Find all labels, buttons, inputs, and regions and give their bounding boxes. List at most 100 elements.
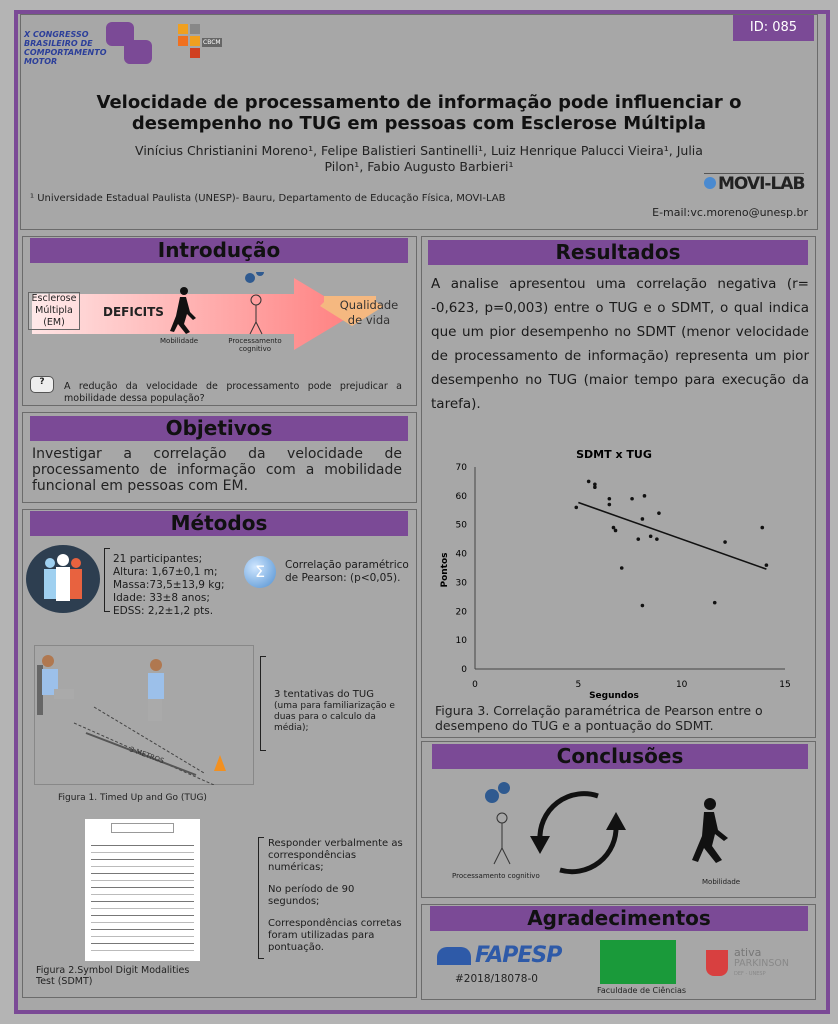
data-point [648, 534, 653, 539]
conclusion-mobility-label: Mobilidade [702, 878, 741, 886]
data-point [607, 496, 612, 501]
acknowledgments-heading: Agradecimentos [430, 906, 808, 931]
data-point [642, 494, 647, 498]
data-point [636, 537, 641, 541]
quality-label: Qualidade de vida [339, 298, 399, 327]
gears-icon [485, 782, 510, 803]
sdmt-sheet [85, 819, 200, 961]
methods-panel [22, 509, 417, 998]
intro-question: A redução da velocidade de processamento… [64, 381, 402, 404]
conclusion-processing-label: Processamento cognitivo [452, 872, 540, 880]
mobility-label: Mobilidade [160, 337, 199, 345]
y-tick-label: 70 [456, 463, 468, 473]
y-tick-label: 40 [456, 550, 468, 560]
x-tick-label: 10 [676, 680, 688, 690]
movilab-logo: MOVI-LAB [700, 155, 810, 201]
y-tick-label: 60 [456, 492, 468, 502]
intro-diagram [32, 272, 384, 350]
data-point [586, 479, 591, 484]
deficits-label: DEFICITS [103, 305, 164, 319]
age-stat: Idade: 33±8 anos; [113, 592, 210, 604]
gears-icon [245, 272, 264, 283]
x-tick-label: 5 [575, 680, 581, 690]
chart-title: SDMT x TUG [576, 448, 652, 461]
ativa-parkinson-logo [706, 950, 728, 976]
y-axis-label: Pontos [440, 552, 450, 587]
sdmt-item: No período de 90 segundos; [268, 884, 355, 907]
quality-arrow [320, 296, 384, 326]
header-panel [20, 14, 818, 230]
fapesp-logo: FAPESP [437, 943, 567, 968]
question-icon: ? [30, 376, 54, 393]
cycle-arrows-icon [537, 791, 619, 875]
data-point [611, 525, 616, 530]
fig3-caption: Figura 3. Correlação paramétrica de Pear… [435, 703, 763, 733]
conclusions-panel [421, 741, 816, 898]
data-point [593, 482, 597, 487]
walking-man-icon [148, 659, 164, 721]
progression-arrow [32, 278, 354, 350]
data-point [574, 505, 579, 510]
scatter-chart: SDMT x TUG Segundos Pontos 0 5 10 15 0 10 20 30… [440, 448, 791, 701]
objectives-panel [22, 412, 417, 503]
sdmt-item: Correspondências corretas foram utilizad… [268, 918, 402, 953]
data-point [640, 517, 645, 521]
email[interactable]: E-mail:vc.moreno@unesp.br [652, 206, 808, 219]
data-point [712, 600, 717, 605]
fig1-caption: Figura 1. Timed Up and Go (TUG) [58, 793, 207, 803]
arrow-head [606, 812, 626, 830]
arrow-head [530, 836, 550, 854]
y-tick-label: 30 [456, 578, 468, 588]
data-point [619, 566, 624, 570]
sigma-icon: Σ [244, 556, 276, 588]
authors: Vinícius Christianini Moreno¹, Felipe Ba… [20, 143, 818, 175]
intro-panel [22, 236, 417, 406]
tug-text: 3 tentativas do TUG (uma para familiariz… [274, 689, 409, 734]
conclusion-diagram [485, 782, 728, 875]
results-text: A analise apresentou uma correlação nega… [431, 276, 809, 412]
data-point [613, 528, 618, 533]
processing-label: Processamento cognitivo [228, 337, 282, 353]
y-tick-label: 50 [456, 521, 468, 531]
data-point [630, 496, 634, 501]
affiliation: ¹ Universidade Estadual Paulista (UNESP)… [30, 193, 506, 204]
tug-distance-label: 3 METROS [128, 745, 165, 765]
trendline [578, 501, 767, 570]
data-point [655, 537, 659, 541]
ativa-text: ativa PARKINSON DEF - UNESP [734, 946, 789, 977]
y-tick-label: 20 [456, 607, 468, 617]
seated-person-icon [37, 655, 74, 715]
walking-person-icon [692, 798, 728, 863]
grant-number: #2018/18078-0 [455, 973, 538, 985]
data-point [723, 540, 727, 544]
intro-heading: Introdução [30, 238, 408, 263]
data-point [607, 502, 612, 507]
methods-heading: Métodos [30, 511, 408, 536]
participants-count: 21 participantes; [113, 553, 203, 565]
cbcm-logo: CBCM [178, 24, 238, 68]
stats-method: Correlação paramétrico de Pearson: (p<0,… [285, 559, 409, 584]
title-line-1: Velocidade de processamento de informaçã… [96, 92, 742, 113]
bracket [104, 548, 110, 612]
authors-line-1: Vinícius Christianini Moreno¹, Felipe Ba… [135, 143, 703, 158]
y-tick-label: 0 [461, 665, 467, 675]
tug-trials: 3 tentativas do TUG [274, 689, 374, 700]
bracket [260, 656, 266, 751]
x-tick-label: 15 [779, 680, 790, 690]
em-box: Esclerose Múltipla (EM) [28, 292, 80, 330]
objectives-text: Investigar a correlação da velocidade de… [32, 446, 402, 494]
data-point [657, 511, 661, 515]
fig2-caption: Figura 2.Symbol Digit Modalities Test (S… [36, 965, 190, 987]
acknowledgments-panel [421, 904, 816, 1000]
poster-title: Velocidade de processamento de informaçã… [20, 92, 818, 134]
edss-stat: EDSS: 2,2±1,2 pts. [113, 605, 214, 617]
sdmt-list: Responder verbalmente as correspondência… [268, 838, 403, 954]
results-panel [421, 236, 816, 738]
bracket [258, 837, 264, 959]
participants-list: 21 participantes; Altura: 1,67±0,1 m; Ma… [113, 553, 225, 618]
id-badge: ID: 085 [733, 15, 814, 41]
height-stat: Altura: 1,67±0,1 m; [113, 566, 218, 578]
walking-person-icon [170, 287, 196, 334]
thinking-person-icon [493, 812, 511, 865]
objectives-heading: Objetivos [30, 416, 408, 441]
